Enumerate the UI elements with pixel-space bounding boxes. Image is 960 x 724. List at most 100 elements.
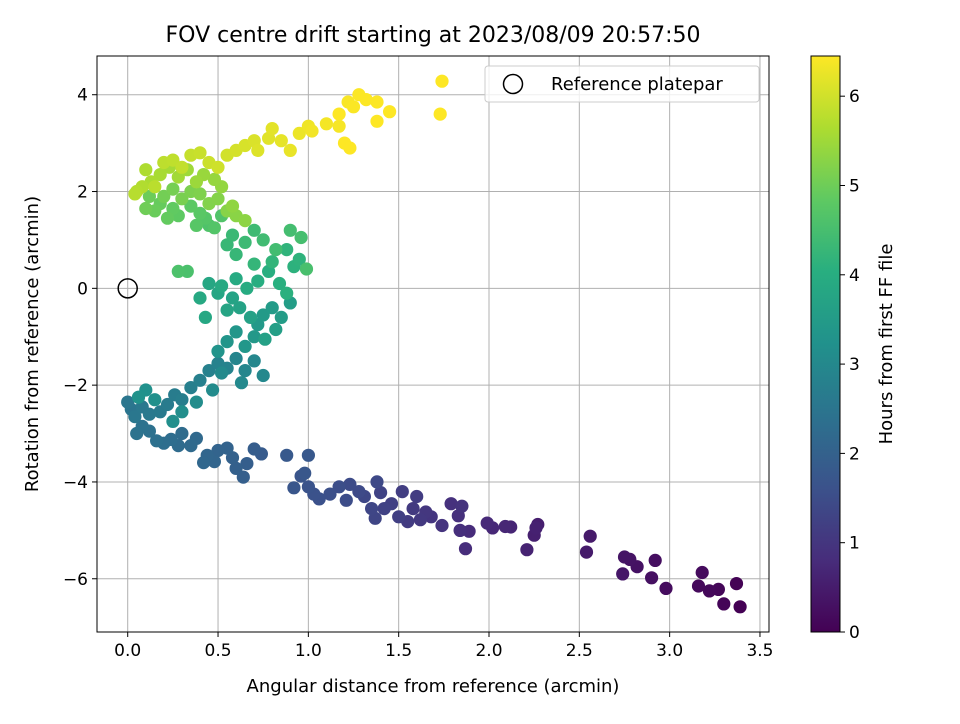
data-point bbox=[206, 383, 220, 397]
data-point bbox=[175, 160, 189, 174]
data-point bbox=[189, 218, 203, 232]
data-point bbox=[733, 600, 747, 614]
x-tick-label: 1.0 bbox=[295, 641, 322, 661]
data-point bbox=[265, 301, 279, 315]
data-point bbox=[131, 390, 146, 404]
colorbar-tick-label: 3 bbox=[849, 355, 860, 375]
data-point bbox=[343, 477, 357, 491]
data-point bbox=[128, 410, 142, 424]
data-point bbox=[160, 211, 175, 225]
data-point bbox=[175, 393, 189, 407]
data-point bbox=[269, 322, 283, 337]
data-point bbox=[648, 553, 662, 568]
data-point bbox=[359, 93, 373, 107]
data-point bbox=[294, 230, 308, 245]
colorbar-tick-label: 0 bbox=[849, 623, 860, 643]
y-axis-label: Rotation from reference (arcmin) bbox=[22, 196, 43, 492]
data-point bbox=[236, 470, 250, 484]
data-point bbox=[225, 451, 240, 465]
data-point bbox=[283, 143, 297, 157]
data-point bbox=[383, 105, 397, 119]
data-point bbox=[229, 325, 243, 339]
colorbar-tick-label: 5 bbox=[849, 176, 860, 196]
data-point bbox=[150, 434, 164, 448]
data-point bbox=[256, 368, 270, 383]
data-point bbox=[121, 395, 135, 409]
data-point bbox=[346, 100, 361, 114]
data-point bbox=[251, 143, 265, 157]
plot-area: 0.0 0.5 1.0 1.5 2.0 2.5 3.0 3.5 −6 −4 −2 0 2 4 bbox=[63, 55, 773, 661]
x-tick-label: 0.0 bbox=[114, 641, 141, 661]
data-point bbox=[352, 485, 366, 499]
data-point bbox=[283, 223, 297, 237]
x-tick-label: 1.5 bbox=[385, 641, 412, 661]
data-point bbox=[265, 122, 279, 136]
data-point bbox=[413, 513, 427, 527]
data-point bbox=[702, 584, 717, 598]
data-point bbox=[529, 521, 543, 535]
data-point bbox=[616, 567, 630, 581]
data-point bbox=[458, 542, 473, 556]
data-point bbox=[370, 475, 384, 489]
data-point bbox=[238, 339, 252, 353]
data-point bbox=[247, 257, 261, 271]
data-point bbox=[480, 516, 494, 530]
data-point bbox=[280, 448, 294, 462]
data-point bbox=[280, 243, 294, 257]
data-point bbox=[130, 426, 144, 441]
data-point bbox=[243, 310, 258, 324]
data-point bbox=[247, 354, 261, 368]
data-point bbox=[258, 332, 272, 346]
y-tick-label: 4 bbox=[77, 86, 88, 106]
data-point bbox=[193, 291, 207, 305]
y-tick-label: −6 bbox=[63, 570, 88, 590]
data-point bbox=[238, 214, 252, 228]
data-point bbox=[193, 206, 207, 220]
data-point bbox=[198, 310, 212, 324]
data-point bbox=[211, 443, 225, 458]
colorbar-tick-label: 4 bbox=[849, 266, 860, 286]
data-point bbox=[166, 182, 180, 196]
data-point bbox=[193, 146, 207, 160]
data-point bbox=[272, 276, 287, 291]
data-point bbox=[520, 543, 534, 557]
data-point bbox=[579, 545, 594, 559]
data-point bbox=[215, 279, 229, 293]
data-point bbox=[645, 571, 659, 585]
data-point bbox=[299, 262, 314, 276]
data-point bbox=[184, 439, 198, 453]
data-point bbox=[229, 461, 243, 475]
y-tick-label: 0 bbox=[77, 279, 88, 299]
y-tick-label: −4 bbox=[63, 473, 88, 493]
data-point bbox=[453, 523, 467, 538]
data-point bbox=[583, 529, 597, 543]
data-point bbox=[287, 481, 301, 495]
x-tick-label: 2.0 bbox=[475, 641, 502, 661]
data-point bbox=[229, 272, 243, 286]
data-point bbox=[225, 228, 240, 242]
data-point bbox=[256, 233, 270, 247]
data-point bbox=[189, 395, 203, 409]
data-point bbox=[220, 335, 234, 349]
data-point bbox=[234, 376, 249, 390]
data-point bbox=[139, 163, 153, 177]
y-tick-label: 2 bbox=[77, 183, 88, 203]
data-point bbox=[157, 189, 171, 203]
data-point bbox=[498, 519, 512, 534]
data-point bbox=[691, 579, 706, 593]
data-point bbox=[659, 581, 673, 596]
data-point bbox=[717, 597, 731, 611]
data-point bbox=[433, 107, 447, 121]
data-point bbox=[435, 518, 449, 533]
data-point bbox=[189, 175, 203, 189]
data-point bbox=[171, 264, 185, 278]
data-point bbox=[370, 95, 384, 109]
data-point bbox=[220, 238, 234, 252]
data-point bbox=[193, 187, 207, 201]
data-point bbox=[280, 286, 294, 300]
data-point bbox=[332, 119, 346, 133]
colorbar-tick-label: 6 bbox=[849, 87, 860, 107]
legend-marker-reference bbox=[502, 73, 524, 95]
x-tick-label: 2.5 bbox=[566, 641, 593, 661]
